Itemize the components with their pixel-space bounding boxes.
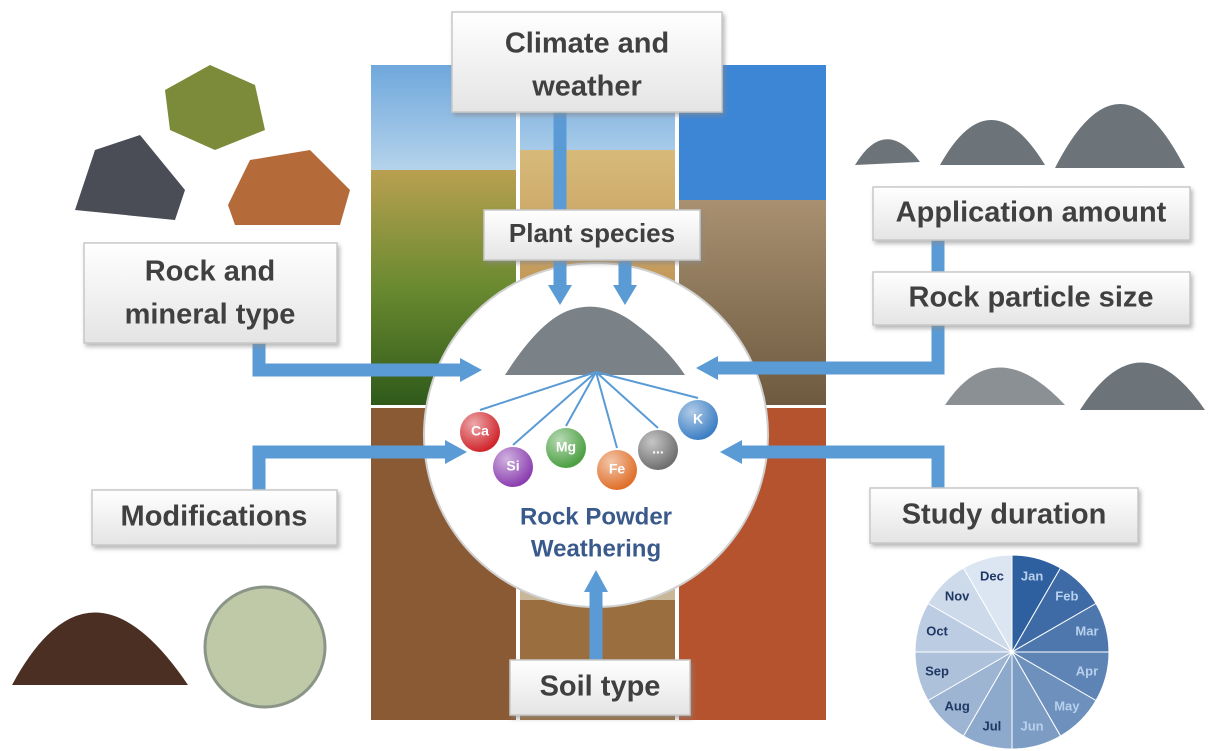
label: Study duration [902, 499, 1107, 531]
month-label: Oct [926, 623, 948, 638]
center-title: Weathering [531, 535, 661, 562]
month-label: Apr [1076, 664, 1098, 679]
element-label: Fe [609, 461, 626, 477]
label: Climate and [505, 28, 669, 60]
label: Application amount [896, 197, 1167, 229]
month-label: Sep [925, 664, 949, 679]
month-label: Nov [945, 589, 970, 604]
month-label: Jun [1021, 718, 1044, 733]
month-label: Dec [980, 568, 1004, 583]
element-label: Si [506, 458, 519, 474]
label: Rock and [145, 256, 276, 288]
label: weather [531, 71, 642, 103]
month-pie: Jan Feb Mar Apr May Jun Jul Aug Sep Oct Nov Dec [915, 555, 1109, 749]
label: Plant species [509, 218, 675, 248]
label: Rock particle size [909, 282, 1154, 314]
diagram: Climate and weather Plant species Rock a… [0, 0, 1211, 751]
element-label: Mg [556, 439, 576, 455]
element-label: Ca [471, 423, 489, 439]
element-label: K [693, 411, 703, 427]
element-label: ... [652, 441, 664, 457]
month-label: Mar [1075, 623, 1098, 638]
month-label: Aug [944, 698, 969, 713]
month-label: May [1054, 698, 1080, 713]
month-label: Feb [1055, 589, 1078, 604]
month-label: Jul [983, 718, 1002, 733]
label: Modifications [121, 501, 308, 533]
month-label: Jan [1021, 568, 1043, 583]
label: mineral type [125, 299, 296, 331]
center-title: Rock Powder [520, 503, 672, 530]
label: Soil type [540, 671, 661, 703]
